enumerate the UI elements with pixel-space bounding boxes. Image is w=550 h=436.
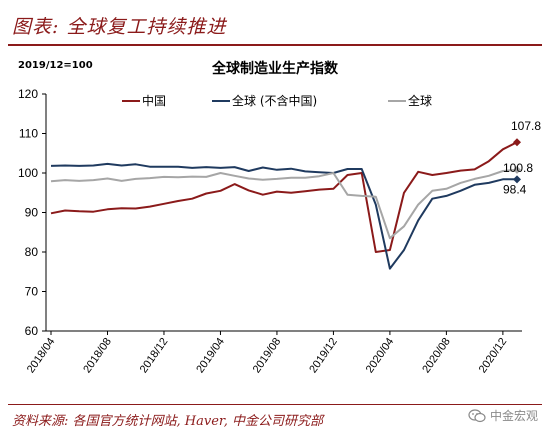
legend-label-0: 中国: [142, 93, 166, 108]
series-end-marker-1: [513, 175, 521, 184]
source-note: 资料来源: 各国官方统计网站, Haver, 中金公司研究部: [12, 414, 323, 429]
watermark-text: 中金宏观: [489, 409, 538, 423]
x-tick-label: 2019/12: [307, 336, 340, 375]
base-note: 2019/12=100: [18, 60, 93, 71]
y-tick-label: 70: [25, 285, 39, 299]
y-tick-label: 90: [25, 206, 39, 220]
y-tick-label: 110: [19, 127, 38, 141]
series-line-0: [50, 141, 518, 253]
line-chart: 60 70 80 90 100 110 120 2018/04 2018/08 2018/12 20…: [18, 87, 541, 375]
y-tick-label: 80: [25, 245, 39, 259]
series-end-marker-0: [513, 138, 521, 147]
x-tick-label: 2019/04: [194, 336, 227, 375]
y-tick-label: 100: [18, 166, 38, 180]
series-end-marker-2: [513, 165, 521, 174]
series-end-label-2: 100.8: [503, 161, 533, 175]
watermark: 中金宏观: [468, 407, 538, 424]
wechat-icon: [468, 408, 486, 422]
x-tick-label: 2019/08: [251, 336, 284, 375]
header-divider: [8, 44, 542, 46]
x-tick-label: 2018/12: [138, 336, 171, 375]
x-tick-label: 2020/08: [420, 336, 453, 375]
legend-label-1: 全球 (不含中国): [232, 93, 317, 108]
y-tick-label: 120: [18, 87, 38, 101]
x-tick-label: 2020/12: [477, 336, 510, 375]
legend-label-2: 全球: [408, 93, 432, 108]
page-title: 图表: 全球复工持续推进: [12, 16, 227, 38]
x-tick-label: 2020/04: [364, 336, 397, 375]
header: 图表: 全球复工持续推进: [0, 0, 550, 46]
footer-divider: [8, 404, 542, 405]
y-tick-label: 60: [25, 324, 39, 338]
series-end-label-1: 98.4: [503, 182, 527, 196]
chart-title: 全球制造业生产指数: [212, 61, 338, 77]
series-end-label-0: 107.8: [511, 119, 541, 133]
x-tick-label: 2018/08: [81, 336, 114, 375]
series-line-1: [50, 162, 517, 270]
x-tick-label: 2018/04: [25, 336, 58, 375]
series-line-2: [50, 168, 518, 240]
